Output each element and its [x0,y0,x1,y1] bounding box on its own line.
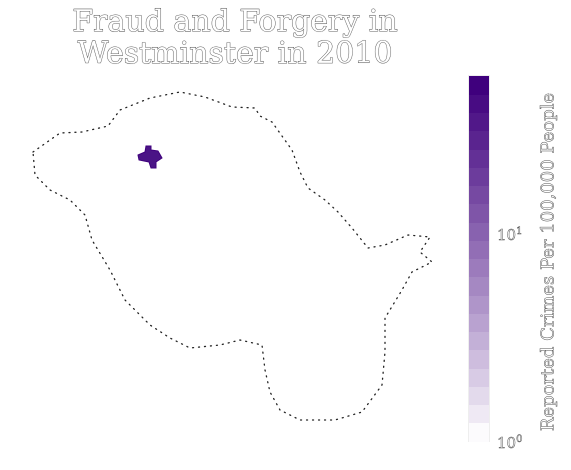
colorbar-segment [469,130,489,150]
colorbar-segment [469,203,489,223]
colorbar-segment [469,258,489,278]
map-title: Fraud and Forgery in Westminster in 2010 [40,4,430,71]
colorbar-tick-10-1: 101 [497,226,523,245]
colorbar [468,75,490,442]
colorbar-segment [469,368,489,387]
map-title-line-1: Fraud and Forgery in [72,4,398,39]
colorbar-segment [469,185,489,205]
colorbar-segment [469,331,489,351]
colorbar-segment [469,349,489,369]
colorbar-segment [469,76,489,95]
colorbar-segment [469,276,489,296]
colorbar-segment [469,167,489,186]
colorbar-segment [469,222,489,241]
colorbar-segment [469,94,489,113]
colorbar-segment [469,404,489,424]
westminster-boundary [32,91,434,421]
colorbar-segment [469,112,489,132]
colorbar-segment [469,422,489,442]
colorbar-tick-10-0: 100 [497,434,523,453]
colorbar-segment [469,386,489,405]
map-title-line-2: Westminster in 2010 [77,36,393,71]
colorbar-segment [469,240,489,259]
highlighted-ward [137,145,163,169]
colorbar-segment [469,295,489,314]
colorbar-segment [469,313,489,332]
colorbar-segment [469,149,489,168]
colorbar-label: Reported Crimes Per 100,000 People [537,92,559,432]
